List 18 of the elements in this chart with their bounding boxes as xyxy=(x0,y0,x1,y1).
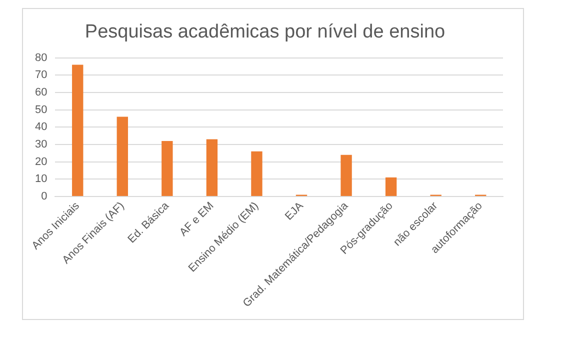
bar xyxy=(206,139,218,196)
x-tick-label: AF e EM xyxy=(177,200,216,239)
bar xyxy=(72,64,84,196)
bar xyxy=(162,141,173,196)
bar xyxy=(385,177,397,196)
y-tick-label: 10 xyxy=(34,173,48,186)
y-tick-label: 50 xyxy=(34,104,48,116)
bar xyxy=(340,154,352,196)
y-tick-label: 70 xyxy=(34,69,48,82)
y-tick-label: 0 xyxy=(41,190,48,203)
y-tick-label: 60 xyxy=(34,86,48,99)
bar xyxy=(116,116,128,196)
bar xyxy=(251,151,262,196)
chart-title: Pesquisas acadêmicas por nível de ensino xyxy=(84,22,446,43)
y-tick-label: 30 xyxy=(34,138,48,151)
y-tick-label: 80 xyxy=(34,52,48,64)
y-tick-label: 20 xyxy=(34,156,48,168)
y-tick-label: 40 xyxy=(34,121,48,134)
